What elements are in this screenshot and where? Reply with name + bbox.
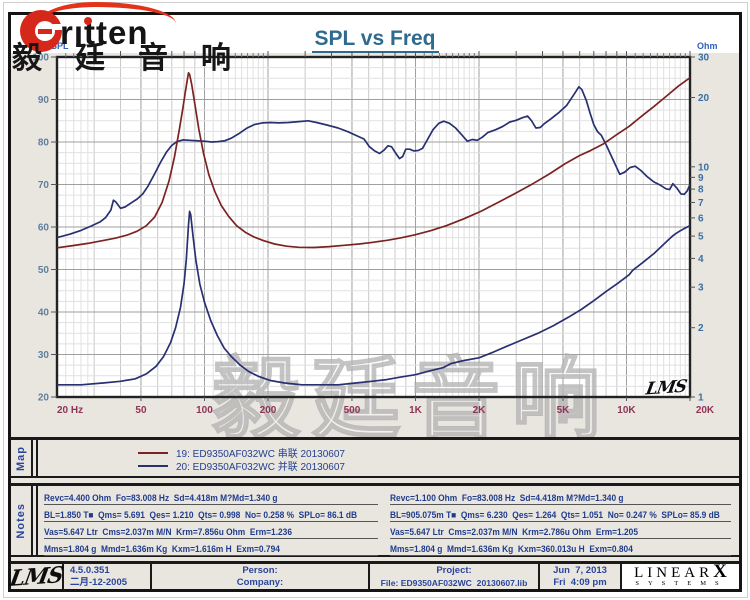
- axis-tick-label: 50: [38, 265, 50, 276]
- axis-tick-label: 10: [698, 162, 710, 173]
- axis-tick-label: 9: [698, 173, 704, 184]
- axis-tick-label: 80: [38, 138, 50, 149]
- notes-tab: Notes: [11, 486, 33, 555]
- note-line: Vas=5.647 Ltr Cms=2.037m M/N Krm=7.856u …: [44, 522, 378, 539]
- linearx-logo-cell: LINEARX SYSTEMS: [620, 561, 739, 589]
- axis-tick-label: 20: [38, 393, 50, 404]
- note-line: BL=1.850 T■ Qms= 5.691 Qes= 1.210 Qts= 0…: [44, 505, 378, 522]
- person-company-cell: Person: Company:: [150, 564, 368, 589]
- company-label: Company:: [236, 576, 284, 588]
- watermark-stamp-top: 毅廷音响: [12, 42, 264, 75]
- watermark-text: 毅廷音响: [212, 350, 612, 449]
- axis-tick-label: 6: [698, 213, 704, 224]
- note-line: BL=905.075m T■ Qms= 6.230 Qes= 1.264 Qts…: [390, 505, 731, 522]
- note-line: Revc=4.400 Ohm Fo=83.008 Hz Sd=4.418m M?…: [44, 488, 378, 505]
- axis-tick-label: 2K: [473, 405, 487, 416]
- legend-swatch-curve-19: [138, 451, 168, 454]
- person-label: Person:: [242, 564, 278, 576]
- impedance-20-parallel: [57, 210, 690, 386]
- map-section: Map 19: ED9350AF032WC 串联 20130607 20: ED…: [11, 437, 739, 478]
- spl-curve: [57, 85, 690, 239]
- datetime-cell: Jun 7, 2013 Fri 4:09 pm: [538, 564, 620, 589]
- file-name: File: ED9350AF032WC 20130607.lib: [380, 577, 528, 588]
- linearx-x: X: [713, 561, 727, 582]
- notes-column-parallel: Revc=1.100 Ohm Fo=83.008 Hz Sd=4.418m M?…: [390, 488, 731, 556]
- footer-bar: LMS 4.5.0.351 二月-12-2005 Person: Company…: [7, 561, 739, 592]
- page-title: SPL vs Freq: [311, 28, 439, 53]
- window-edge: [3, 2, 748, 598]
- report-time: Fri 4:09 pm: [553, 576, 607, 588]
- notes-tab-label: Notes: [15, 502, 27, 539]
- axis-tick-label: 100: [196, 405, 213, 416]
- project-file-cell: Project: File: ED9350AF032WC 20130607.li…: [368, 564, 538, 589]
- axis-tick-label: 2: [698, 323, 704, 334]
- legend-item: 20: ED9350AF032WC 并联 20130607: [138, 459, 739, 473]
- axis-tick-label: 5K: [557, 405, 571, 416]
- note-line: Revc=1.100 Ohm Fo=83.008 Hz Sd=4.418m M?…: [390, 488, 731, 505]
- app-version-date: 二月-12-2005: [70, 576, 128, 588]
- brand-logo: rıtten: [8, 0, 248, 56]
- axis-tick-label: 8: [698, 185, 704, 196]
- axis-tick-label: 20K: [696, 405, 715, 416]
- axis-tick-label: 7: [698, 198, 704, 209]
- map-tab-label: Map: [15, 445, 27, 471]
- app-version: 4.5.0.351: [70, 564, 110, 576]
- axis-tick-label: 30: [38, 350, 50, 361]
- curve-legend: 19: ED9350AF032WC 串联 20130607 20: ED9350…: [38, 440, 739, 473]
- axis-tick-label: 20: [698, 93, 710, 104]
- axis-tick-label: 10K: [617, 405, 636, 416]
- brand-logo-text: rıtten: [60, 14, 149, 51]
- logo-dot-icon: [84, 17, 92, 25]
- note-line: Mms=1.804 g Mmd=1.636m Kg Kxm=1.616m H E…: [44, 539, 378, 556]
- linearx-logo: LINEARX: [634, 561, 727, 582]
- map-tab: Map: [11, 440, 33, 476]
- axis-tick-label: 4: [698, 254, 704, 265]
- axis-tick-label: 1K: [409, 405, 423, 416]
- legend-label-curve-19: 19: ED9350AF032WC 串联 20130607: [176, 449, 345, 460]
- lms-logo-cell: LMS: [7, 561, 66, 592]
- linearx-systems-label: SYSTEMS: [635, 580, 728, 587]
- legend-item: 19: ED9350AF032WC 串联 20130607: [138, 446, 739, 460]
- lms-logo: LMS: [7, 561, 66, 592]
- axis-tick-label: 500: [344, 405, 361, 416]
- axis-tick-label: 3: [698, 283, 704, 294]
- spl-vs-freq-chart: 毅廷音响100908070605040302030201098765432120…: [32, 51, 715, 450]
- note-line: Vas=5.647 Ltr Cms=2.037m M/N Krm=2.786u …: [390, 522, 731, 539]
- axis-tick-label: 40: [38, 308, 50, 319]
- axis-tick-label: 100: [32, 53, 49, 64]
- legend-swatch-curve-20: [138, 464, 168, 467]
- axis-tick-label: 70: [38, 180, 50, 191]
- axis-tick-label: 20 Hz: [57, 405, 83, 416]
- axis-tick-label: 90: [38, 95, 50, 106]
- notes-section: Notes Revc=4.400 Ohm Fo=83.008 Hz Sd=4.4…: [11, 483, 739, 557]
- axis-tick-label: 50: [135, 405, 147, 416]
- legend-label-curve-20: 20: ED9350AF032WC 并联 20130607: [176, 462, 345, 473]
- logo-swoosh-icon: [38, 2, 176, 28]
- right-axis-unit-label: Ohm: [697, 41, 718, 51]
- axis-tick-label: 1: [698, 393, 704, 404]
- note-line: Mms=1.804 g Mmd=1.636m Kg Kxm=360.013u H…: [390, 539, 731, 556]
- version-cell: 4.5.0.351 二月-12-2005: [62, 564, 150, 589]
- impedance-19-series: [57, 72, 690, 249]
- lms-plot-stamp: LMS: [644, 376, 688, 400]
- notes-column-series: Revc=4.400 Ohm Fo=83.008 Hz Sd=4.418m M?…: [44, 488, 378, 556]
- axis-tick-label: 60: [38, 223, 50, 234]
- axis-tick-label: 30: [698, 53, 710, 64]
- report-date: Jun 7, 2013: [553, 564, 607, 576]
- project-label: Project:: [436, 564, 472, 576]
- axis-tick-label: 5: [698, 232, 704, 243]
- axis-tick-label: 200: [260, 405, 277, 416]
